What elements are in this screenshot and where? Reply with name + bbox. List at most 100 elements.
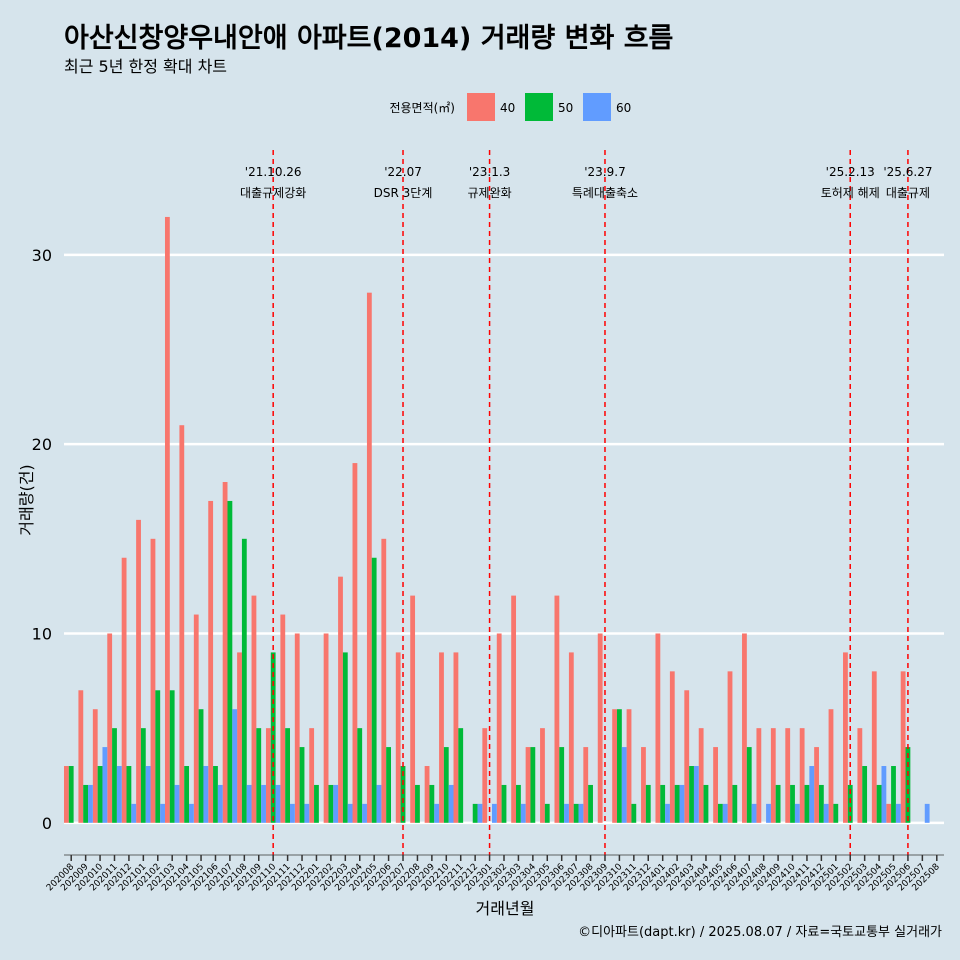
- bar-40-202205: [366, 292, 372, 823]
- bar-60-202011: [116, 766, 122, 823]
- bar-50-202008: [68, 766, 74, 823]
- bar-50-202412: [818, 784, 824, 823]
- bar-40-202204: [352, 463, 358, 823]
- bar-50-202307: [573, 803, 579, 823]
- bar-60-202310: [621, 747, 627, 823]
- bar-40-202210: [439, 652, 444, 823]
- bar-40-202402: [669, 671, 675, 823]
- bar-60-202405: [722, 803, 728, 823]
- bar-40-202408: [756, 728, 762, 823]
- bar-50-202303: [516, 784, 521, 823]
- bar-50-202209: [429, 784, 435, 823]
- bar-40-202307: [568, 652, 574, 823]
- bar-50-202011: [112, 728, 117, 823]
- bar-60-202408: [766, 803, 771, 823]
- bar-50-202010: [97, 766, 103, 823]
- event-label: 대출규제: [886, 186, 930, 200]
- bar-50-202409: [775, 784, 781, 823]
- bar-50-202104: [184, 766, 190, 823]
- bar-40-202202: [323, 633, 329, 823]
- bar-40-202107: [222, 482, 228, 823]
- bar-60-202306: [564, 803, 569, 823]
- bar-50-202009: [83, 784, 89, 823]
- bar-50-202202: [328, 784, 334, 823]
- bar-60-202107: [232, 709, 238, 823]
- bar-40-202304: [525, 747, 531, 823]
- bar-40-202303: [511, 595, 517, 823]
- bar-40-202409: [770, 728, 776, 823]
- bar-40-202501: [828, 709, 834, 823]
- legend-label-50: 50: [558, 101, 573, 115]
- bar-50-202401: [660, 784, 666, 823]
- bar-50-202203: [342, 652, 348, 823]
- bar-60-202401: [665, 803, 670, 823]
- bar-60-202307: [578, 803, 584, 823]
- bar-40-202109: [251, 595, 257, 823]
- legend-swatch-60: [583, 93, 611, 121]
- event-label: DSR 3단계: [374, 186, 433, 200]
- event-date: '25.6.27: [883, 165, 932, 179]
- bar-50-202308: [588, 784, 593, 823]
- bar-60-202010: [102, 747, 108, 823]
- bar-50-202407: [746, 747, 752, 823]
- bar-40-202206: [381, 538, 387, 823]
- bar-60-202112: [304, 803, 310, 823]
- bar-40-202110: [265, 728, 271, 823]
- bar-40-202503: [857, 728, 863, 823]
- bar-50-202109: [256, 728, 262, 823]
- event-date: '23.1.3: [469, 165, 510, 179]
- bar-40-202410: [785, 728, 791, 823]
- bar-40-202404: [698, 728, 704, 823]
- bar-40-202201: [309, 728, 315, 823]
- bar-60-202505: [895, 803, 901, 823]
- bar-40-202506: [900, 671, 906, 823]
- bar-60-202204: [362, 803, 367, 823]
- bar-50-202501: [833, 803, 839, 823]
- x-axis-title: 거래년월: [476, 899, 535, 918]
- bar-40-202111: [280, 614, 286, 823]
- x-axis: 2020082020092020102020112020122021012021…: [45, 854, 944, 893]
- bar-40-202203: [338, 576, 343, 823]
- bar-60-202209: [434, 803, 440, 823]
- event-date: '22.07: [384, 165, 422, 179]
- legend-title: 전용면적(㎡): [389, 101, 455, 115]
- bar-50-202208: [415, 784, 420, 823]
- bar-50-202111: [285, 728, 291, 823]
- bar-50-202211: [458, 728, 464, 823]
- bar-40-202104: [179, 425, 185, 823]
- bar-60-202402: [679, 784, 685, 823]
- bar-40-202305: [540, 728, 545, 823]
- bar-40-202405: [713, 747, 718, 823]
- bar-40-202211: [453, 652, 459, 823]
- bar-50-202012: [126, 766, 132, 823]
- source-caption: ©디아파트(dapt.kr) / 2025.08.07 / 자료=국토교통부 실…: [578, 925, 942, 940]
- bar-50-202403: [689, 766, 694, 823]
- legend: 전용면적(㎡) 40 50 60: [389, 93, 631, 121]
- bar-40-202310: [612, 709, 618, 823]
- y-axis-title: 거래량(건): [17, 464, 36, 535]
- bar-50-202310: [617, 709, 622, 823]
- bar-60-202110: [275, 784, 281, 823]
- bar-50-202411: [804, 784, 810, 823]
- bar-40-202208: [410, 595, 416, 823]
- bar-60-202012: [131, 803, 137, 823]
- bar-40-202311: [626, 709, 632, 823]
- bar-50-202505: [891, 766, 896, 823]
- bar-50-202206: [386, 747, 391, 823]
- event-annotations: '21.10.26 대출규제강화 '22.07 DSR 3단계 '23.1.3 규제완화 '…: [240, 150, 932, 855]
- bar-40-202403: [684, 690, 690, 823]
- bar-40-202008: [64, 766, 69, 823]
- bar-40-202012: [121, 557, 127, 823]
- bar-50-202504: [876, 784, 882, 823]
- bar-50-202210: [443, 747, 449, 823]
- bar-40-202301: [482, 728, 488, 823]
- bar-60-202205: [376, 784, 382, 823]
- bar-40-202209: [424, 766, 430, 823]
- bar-40-202306: [554, 595, 560, 823]
- bar-40-202103: [164, 216, 170, 823]
- bar-60-202301: [491, 803, 497, 823]
- bar-50-202410: [790, 784, 795, 823]
- bar-60-202105: [203, 766, 209, 823]
- bar-40-202504: [871, 671, 877, 823]
